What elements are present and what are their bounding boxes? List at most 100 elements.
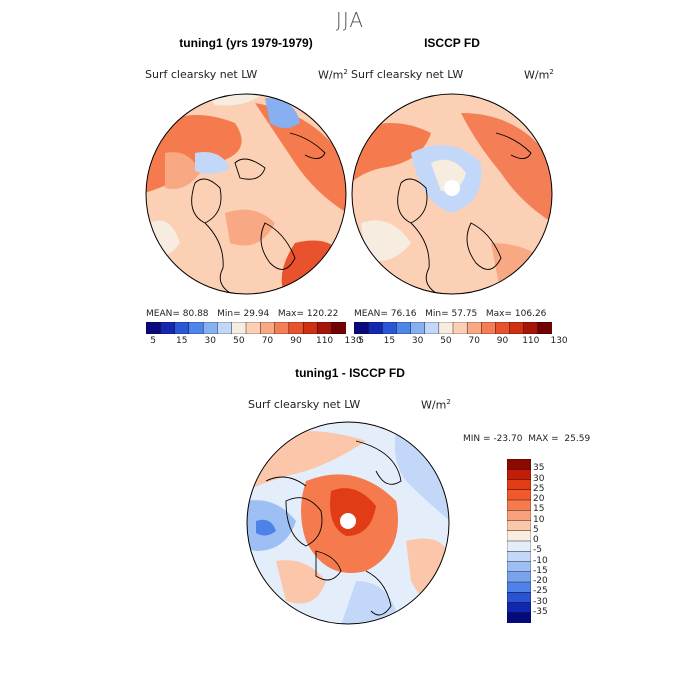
- panel2-title: ISCCP FD: [424, 36, 480, 50]
- colorbar-swatch: [146, 322, 161, 334]
- colorbar-tick-label: 5: [358, 336, 364, 346]
- colorbar-swatch: [507, 530, 531, 542]
- colorbar-swatch: [382, 322, 397, 334]
- panel2-field-region: [352, 123, 431, 183]
- colorbar-swatch: [302, 322, 318, 334]
- colorbar-swatch: [507, 551, 531, 563]
- colorbar-swatch: [288, 322, 304, 334]
- colorbar-swatch: [507, 459, 531, 470]
- panel1-polar-map: [145, 93, 347, 295]
- colorbar-swatch: [507, 499, 531, 511]
- colorbar-tick-label: -20: [533, 576, 548, 586]
- panel2-coastline: [495, 132, 532, 159]
- colorbar-tick-label: 15: [175, 336, 188, 346]
- colorbar-tick-label: 30: [411, 336, 424, 346]
- colorbar-tick-label: -15: [533, 565, 548, 576]
- colorbar-swatch: [523, 322, 539, 334]
- panel1-field-region: [225, 209, 275, 246]
- colorbar-swatch: [317, 322, 333, 334]
- colorbar-swatch: [507, 571, 531, 583]
- panel1-units: W/m2: [318, 68, 348, 82]
- panel2-field-region: [461, 113, 552, 223]
- colorbar-tick-label: -30: [533, 596, 548, 607]
- panel3-missing-data: [340, 513, 356, 529]
- colorbar-tick-label: 25: [533, 483, 545, 494]
- colorbar-swatch: [507, 520, 531, 532]
- colorbar-tick-label: 50: [440, 336, 452, 346]
- colorbar-tick-label: 0: [533, 535, 539, 545]
- panel1-coastline: [234, 158, 266, 180]
- panel1-coastline: [289, 132, 326, 159]
- panel3-coastline: [265, 476, 307, 487]
- panel1-field-region: [195, 152, 230, 174]
- panel3-stats: MIN = -23.70 MAX = 25.59: [463, 434, 591, 444]
- panel3-coastline: [355, 440, 402, 485]
- panel3-coastline: [285, 497, 323, 547]
- colorbar-swatch: [231, 322, 247, 334]
- panel1-stats: MEAN= 80.88 Min= 29.94 Max= 120.22: [146, 309, 339, 319]
- panel1-field-region: [255, 103, 346, 213]
- panel2-coastline: [410, 222, 437, 294]
- colorbar-swatch: [507, 489, 531, 501]
- colorbar-swatch: [217, 322, 233, 334]
- panel2-polar-map: [351, 93, 553, 295]
- panel2-stats: MEAN= 76.16 Min= 57.75 Max= 106.26: [354, 309, 547, 319]
- colorbar-swatch: [202, 322, 218, 334]
- panel3-field-region: [276, 560, 326, 604]
- colorbar-tick-label: 20: [533, 494, 545, 504]
- colorbar-swatch: [354, 322, 369, 334]
- panel3-field-region: [256, 519, 276, 536]
- panel1-field-region: [165, 152, 200, 189]
- colorbar-swatch: [507, 479, 531, 491]
- colorbar-tick-label: 70: [261, 336, 274, 346]
- colorbar-tick-label: -10: [533, 555, 548, 566]
- colorbar-swatch: [509, 322, 525, 334]
- panel2-coastline: [466, 222, 502, 270]
- colorbar-tick-label: 5: [533, 524, 539, 535]
- colorbar-swatch: [331, 322, 346, 334]
- panel1-field-region: [265, 98, 300, 128]
- colorbar-tick-label: 30: [204, 336, 216, 346]
- panel1-coastline: [204, 222, 231, 294]
- panel1-coastline: [191, 178, 222, 224]
- colorbar-tick-label: 90: [290, 336, 302, 346]
- panel1-variable: Surf clearsky net LW: [145, 68, 258, 81]
- colorbar-swatch: [274, 322, 290, 334]
- panel3-polar-map: [246, 421, 450, 625]
- colorbar-tick-label: 15: [533, 504, 545, 515]
- colorbar-swatch: [452, 322, 468, 334]
- panel3-field-region: [394, 431, 449, 521]
- colorbar-tick-label: 110: [315, 336, 334, 346]
- panel2-coastline: [397, 178, 428, 224]
- panel2-units: W/m2: [524, 68, 554, 82]
- panel3-colorbar: [507, 459, 531, 623]
- colorbar-swatch: [495, 322, 511, 334]
- colorbar-tick-label: -25: [533, 586, 548, 597]
- panel1-colorbar-labels: 5 15 30 50 70 90 110 130: [146, 336, 361, 350]
- colorbar-tick-label: -35: [533, 606, 548, 617]
- panel1-field-region: [281, 240, 346, 294]
- panel2-field-region: [491, 243, 552, 294]
- panel2-variable: Surf clearsky net LW: [351, 68, 464, 81]
- panel2-missing-data: [444, 180, 460, 196]
- panel2-colorbar: [354, 322, 552, 334]
- colorbar-swatch: [507, 561, 531, 573]
- colorbar-swatch: [260, 322, 276, 334]
- colorbar-swatch: [507, 540, 531, 552]
- colorbar-swatch: [507, 612, 531, 623]
- panel1-coastline: [260, 222, 296, 270]
- panel1-colorbar: [146, 322, 346, 334]
- panel3-coastline: [315, 550, 342, 581]
- colorbar-tick-label: 30: [533, 473, 545, 484]
- panel3-field-region: [247, 581, 271, 624]
- panel2-field-region: [361, 220, 411, 261]
- colorbar-swatch: [507, 592, 531, 604]
- colorbar-swatch: [174, 322, 190, 334]
- colorbar-swatch: [245, 322, 261, 334]
- panel2-colorbar-labels: 5 15 30 50 70 90 110 130: [354, 336, 567, 350]
- colorbar-tick-label: 15: [383, 336, 396, 346]
- colorbar-swatch: [160, 322, 176, 334]
- colorbar-swatch: [507, 469, 531, 481]
- colorbar-tick-label: 130: [550, 336, 568, 346]
- panel3-title: tuning1 - ISCCP FD: [295, 366, 405, 380]
